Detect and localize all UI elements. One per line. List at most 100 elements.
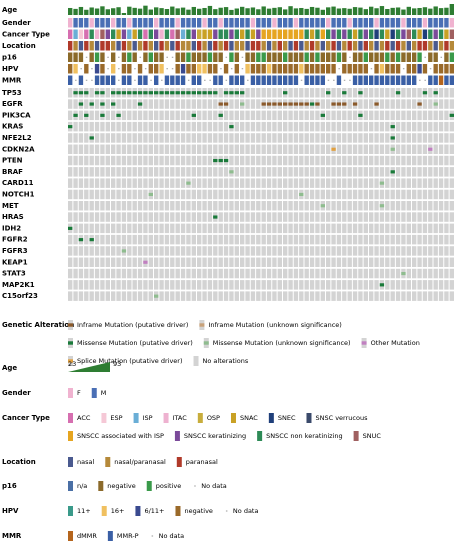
gene-cell [132,212,137,222]
age-bar [422,7,428,15]
gene-cell [369,257,374,267]
track-cell [197,52,202,62]
gene-cell [256,291,261,301]
gene-cell [73,189,78,200]
gene-cell [148,268,153,279]
gene-cell [234,223,239,234]
gene-cell [116,201,121,211]
gene-cell [369,121,374,132]
gene-cell [326,291,331,301]
gene-cell [401,178,406,188]
gene-cell [148,280,153,290]
gene-cell [132,201,137,211]
gene-cell [148,133,153,143]
track-cell [288,75,293,85]
gene-cell [363,280,368,290]
gene-cell [148,223,153,234]
gene-cell [132,155,137,166]
age-min: 23 [68,360,76,368]
gene-cell [68,280,73,290]
gene-cell [186,110,191,121]
gene-cell [390,257,395,267]
track-cell [444,64,449,74]
legend-label: SNAC [240,414,258,422]
gene-cell [336,234,342,245]
gene-cell [78,167,84,177]
gene-cell [309,246,315,256]
legend-title: MMR [2,532,22,540]
track-cell [352,75,358,85]
gene-cell [191,167,196,177]
track-cell [78,75,84,85]
gene-cell [336,133,342,143]
legend-swatch [68,341,73,345]
gene-cell [299,246,304,256]
gene-cell [143,280,148,290]
gene-cell [111,291,116,301]
gene-cell [320,234,325,245]
gene-cell [379,268,385,279]
track-cell [277,64,282,74]
gene-cell [105,178,110,188]
gene-cell [444,223,449,234]
gene-cell [132,257,137,267]
age-bar [390,7,395,15]
gene-cell [100,201,105,211]
gene-cell [433,280,438,290]
gene-cell [369,133,374,143]
gene-cell [277,268,282,279]
gene-cell [89,212,94,222]
gene-label: MAP2K1 [2,281,35,289]
gene-cell [374,212,379,222]
age-bar [175,8,180,15]
age-max: 93 [113,360,121,368]
gene-cell [417,88,422,98]
track-cell [422,64,428,74]
track-cell [197,75,202,85]
gene-cell [363,121,368,132]
track-cell [288,41,293,51]
gene-cell [406,280,411,290]
gene-cell [180,223,186,234]
gene-cell [304,268,309,279]
gene-cell [401,88,406,98]
gene-cell [132,167,137,177]
gene-cell [191,268,196,279]
track-cell [159,41,164,51]
legend-swatch [361,341,367,345]
gene-cell [272,212,277,222]
gene-cell [170,268,175,279]
mutation [299,102,304,106]
gene-cell [213,257,218,267]
gene-cell [374,133,379,143]
track-cell [191,52,196,62]
gene-cell [137,144,143,154]
track-cell [94,75,100,85]
gene-cell [331,121,336,132]
legend-title: HPV [2,507,19,515]
legend-swatch [133,413,139,423]
gene-cell [78,201,84,211]
gene-cell [84,99,89,109]
gene-cell [444,268,449,279]
age-bar [94,8,100,15]
gene-cell [347,280,352,290]
gene-cell [277,246,282,256]
track-cell [105,75,110,85]
gene-cell [234,110,239,121]
gene-cell [218,291,223,301]
gene-cell [272,167,277,177]
gene-cell [261,268,266,279]
gene-cell [336,144,342,154]
track-cell [283,75,288,85]
track-cell [304,41,309,51]
gene-cell [352,280,358,290]
gene-cell [89,88,94,98]
track-cell [148,29,153,39]
gene-cell [299,110,304,121]
track-cell [390,41,395,51]
track-cell [186,52,191,62]
gene-cell [197,280,202,290]
gene-cell [148,201,153,211]
